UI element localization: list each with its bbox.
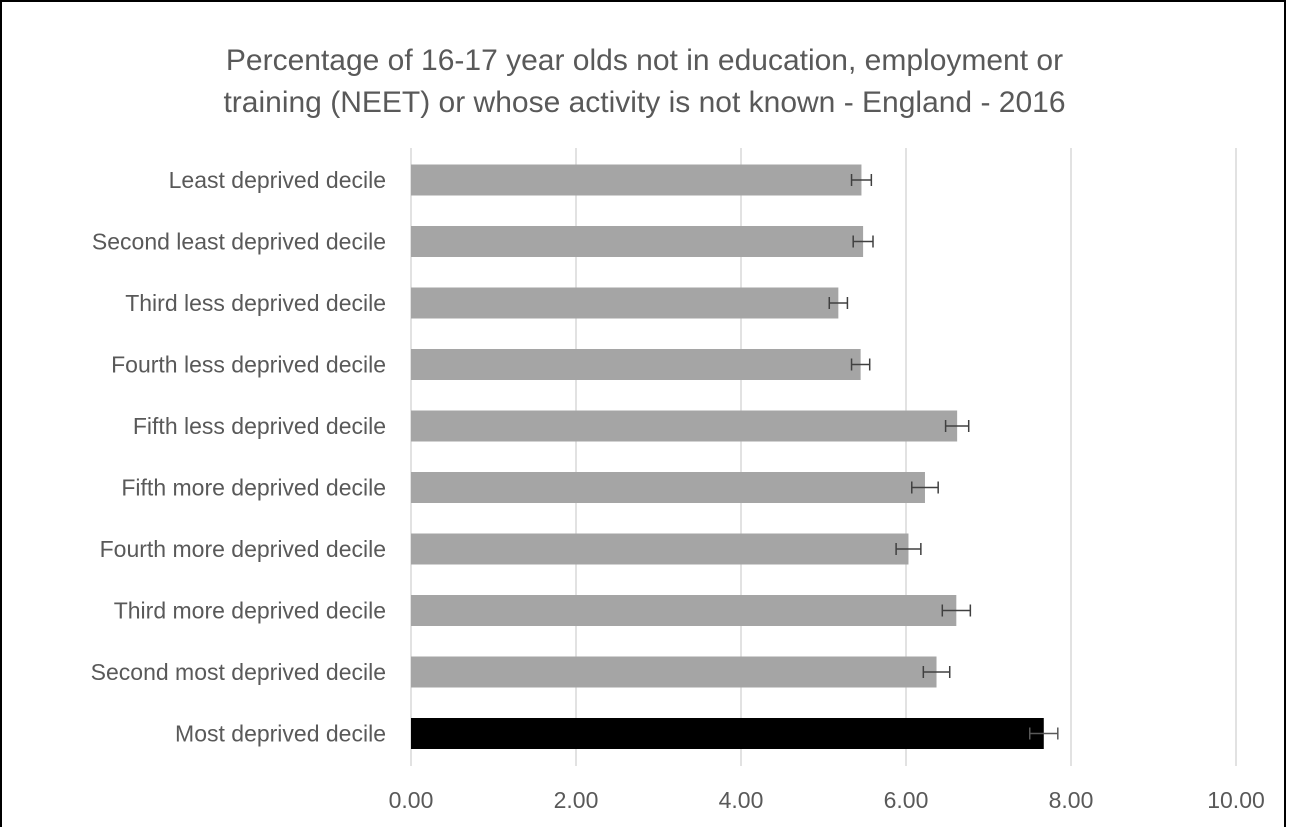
bar <box>411 595 957 626</box>
bar <box>411 410 958 442</box>
x-tick-label: 6.00 <box>884 787 929 813</box>
category-label: Most deprived decile <box>175 721 386 747</box>
category-label: Fifth less deprived decile <box>133 413 386 439</box>
category-label: Third less deprived decile <box>125 290 386 316</box>
bar <box>411 533 909 565</box>
category-label: Fifth more deprived decile <box>121 475 386 501</box>
bar <box>411 226 864 257</box>
category-label: Fourth less deprived decile <box>111 352 386 378</box>
x-tick-label: 8.00 <box>1049 787 1094 813</box>
category-label: Second most deprived decile <box>91 659 386 685</box>
category-label: Second least deprived decile <box>92 229 386 255</box>
bar <box>411 718 1044 749</box>
chart-title-line-1: Percentage of 16-17 year olds not in edu… <box>225 44 1064 77</box>
chart-title: Percentage of 16-17 year olds not in edu… <box>0 40 1289 124</box>
bar <box>411 472 925 503</box>
chart-title-line-2: training (NEET) or whose activity is not… <box>223 86 1066 119</box>
bar <box>411 164 862 196</box>
x-tick-label: 10.00 <box>1207 787 1265 813</box>
bar <box>411 349 861 380</box>
category-label: Least deprived decile <box>169 167 386 193</box>
x-tick-label: 4.00 <box>719 787 764 813</box>
x-tick-label: 0.00 <box>389 787 434 813</box>
bar <box>411 656 937 688</box>
category-label: Fourth more deprived decile <box>100 536 386 562</box>
bar <box>411 287 839 319</box>
x-tick-label: 2.00 <box>554 787 599 813</box>
category-label: Third more deprived decile <box>114 598 386 624</box>
